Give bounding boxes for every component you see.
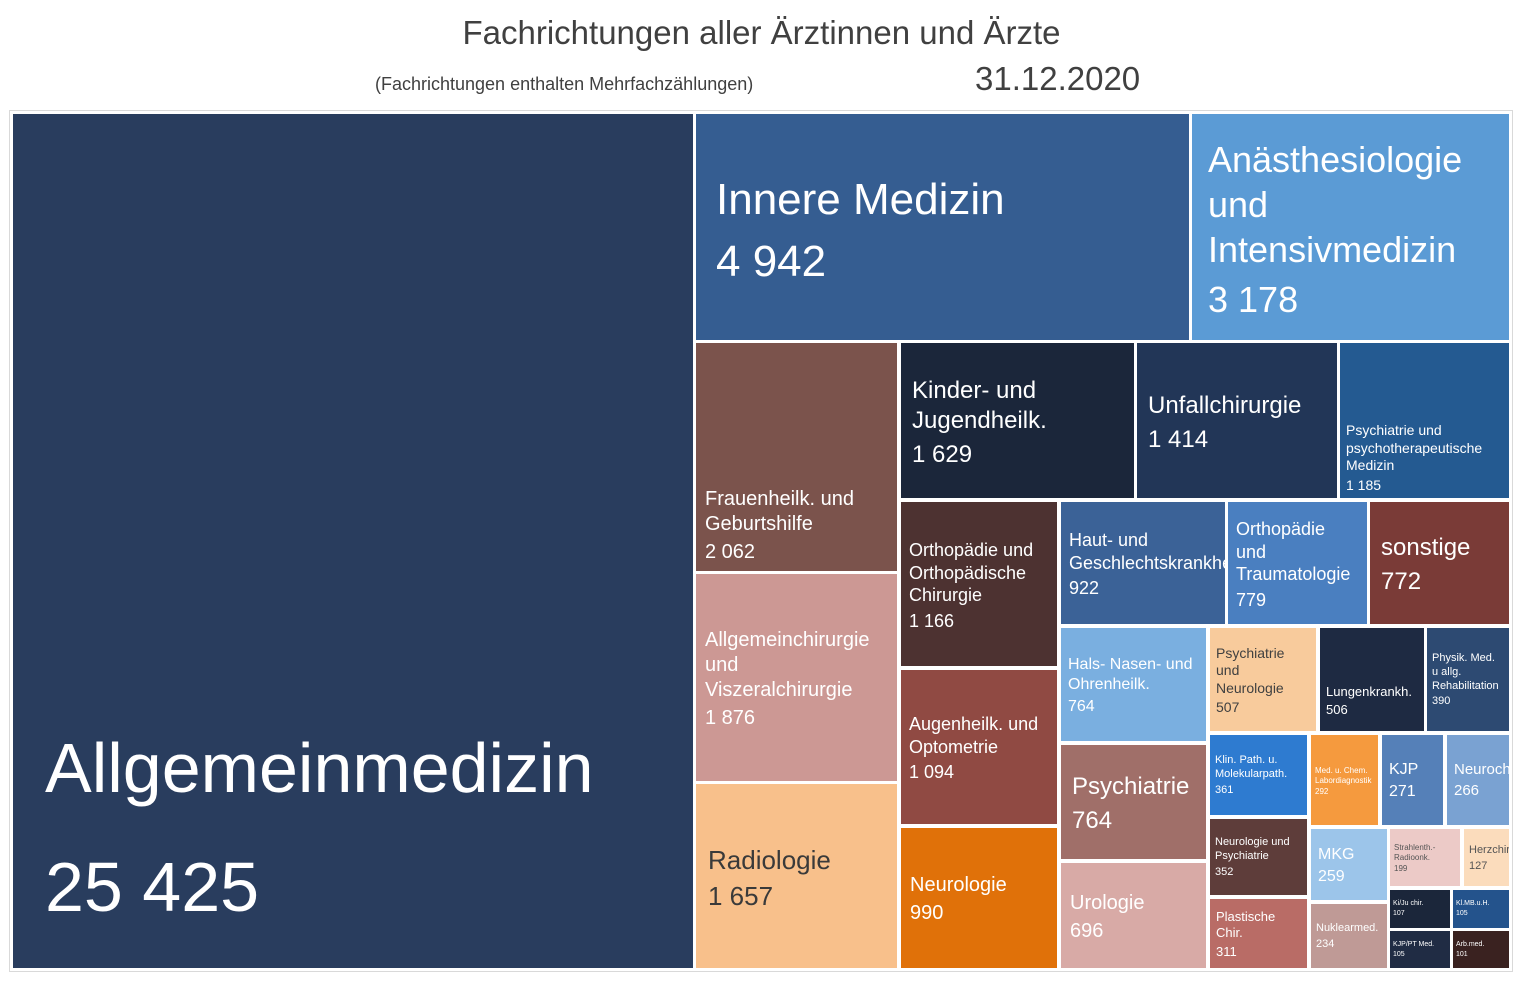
chart-title: Fachrichtungen aller Ärztinnen und Ärzte [462, 14, 1061, 51]
chart-subtitle: (Fachrichtungen enthalten Mehrfachzählun… [375, 74, 754, 94]
chart-date: 31.12.2020 [975, 60, 1141, 97]
chart-frame [9, 110, 1513, 972]
